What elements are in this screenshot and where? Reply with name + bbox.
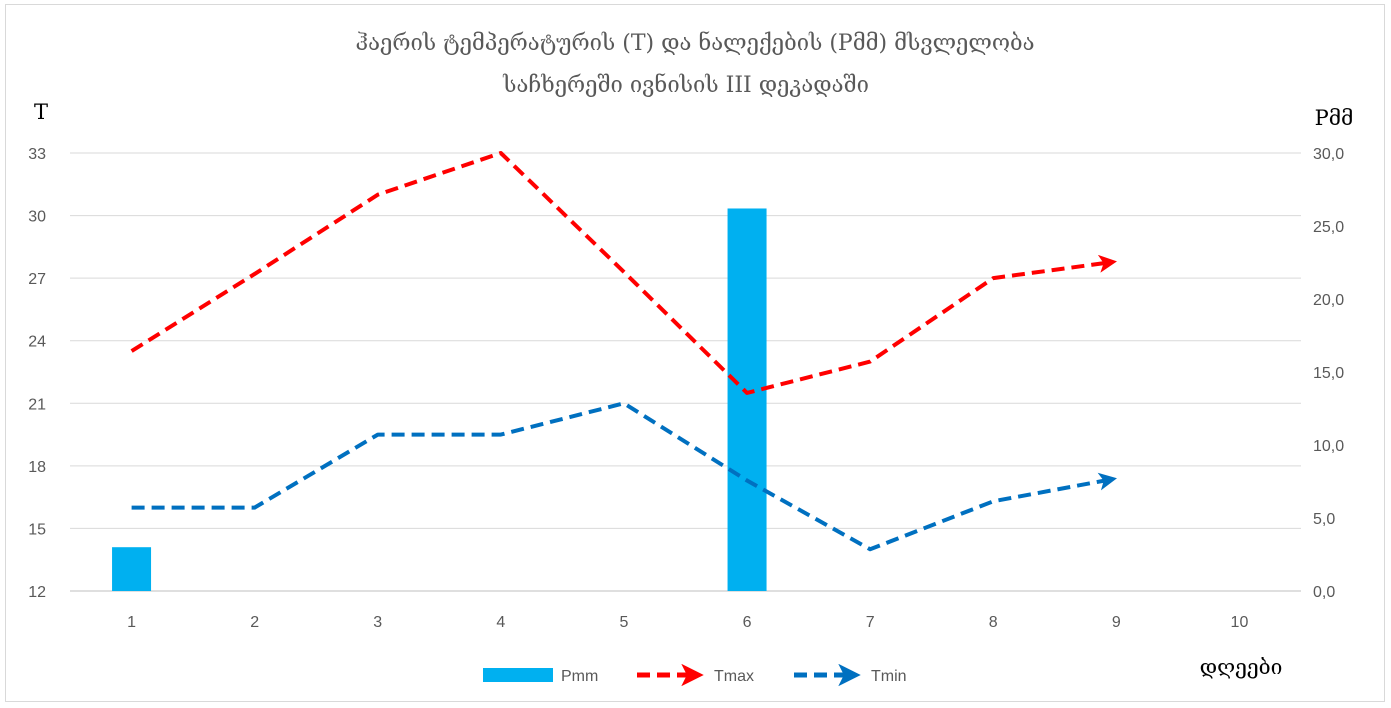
y-right-tick-label: 0,0	[1313, 584, 1335, 601]
y-right-tick-label: 5,0	[1313, 511, 1335, 528]
chart-frame	[5, 4, 1385, 702]
legend-label-pmm: Pmm	[561, 668, 598, 685]
y-left-tick-label: 30	[28, 209, 46, 226]
y-right-tick-label: 10,0	[1313, 438, 1344, 455]
y-left-tick-label: 12	[28, 584, 46, 601]
y-right-tick-labels: 0,0 5,0 10,0 15,0 20,0 25,0 30,0	[1313, 146, 1344, 601]
legend-label-tmax: Tmax	[714, 668, 754, 685]
y-right-tick-label: 25,0	[1313, 219, 1344, 236]
x-tick-label: 4	[496, 614, 505, 631]
x-tick-label: 5	[619, 614, 628, 631]
x-tick-label: 2	[250, 614, 259, 631]
x-tick-label: 6	[743, 614, 752, 631]
bar-pmm-day-1	[112, 547, 152, 591]
y-left-tick-label: 21	[28, 396, 46, 413]
legend: Pmm Tmax Tmin	[483, 663, 907, 687]
x-tick-label: 9	[1112, 614, 1121, 631]
line-tmin	[131, 401, 1117, 552]
y-left-tick-label: 27	[28, 271, 46, 288]
bar-pmm-day-6	[727, 208, 767, 592]
y-left-tick-labels: 12 15 18 21 24 27 30 33	[28, 146, 46, 601]
chart-title-line-1: ჰაერის ტემპერატურის (T) და ნალექების (Pმ…	[356, 30, 1035, 56]
y-left-tick-label: 24	[28, 334, 46, 351]
y-right-tick-label: 30,0	[1313, 146, 1344, 163]
x-tick-label: 8	[989, 614, 998, 631]
y-right-tick-label: 15,0	[1313, 365, 1344, 382]
x-tick-label: 1	[127, 614, 136, 631]
y-left-tick-label: 18	[28, 459, 46, 476]
pmm-bars	[112, 208, 767, 592]
x-tick-label: 3	[373, 614, 382, 631]
line-tmax	[130, 151, 1117, 395]
gridlines	[70, 152, 1301, 592]
y-left-axis-title: T	[34, 100, 48, 124]
y-right-axis-title: Pმმ	[1315, 106, 1354, 130]
y-left-tick-label: 15	[28, 521, 46, 538]
temperature-lines	[130, 151, 1117, 552]
legend-swatch-pmm	[483, 668, 553, 682]
legend-label-tmin: Tmin	[871, 668, 907, 685]
y-right-tick-label: 20,0	[1313, 292, 1344, 309]
x-tick-label: 7	[866, 614, 875, 631]
chart-title-line-2: საჩხერეში ივნისის III დეკადაში	[502, 72, 869, 98]
x-tick-labels: 1 2 3 4 5 6 7 8 9 10	[127, 614, 1248, 631]
x-axis-title: დღეები	[1200, 655, 1283, 679]
x-tick-label: 10	[1231, 614, 1249, 631]
y-left-tick-label: 33	[28, 146, 46, 163]
